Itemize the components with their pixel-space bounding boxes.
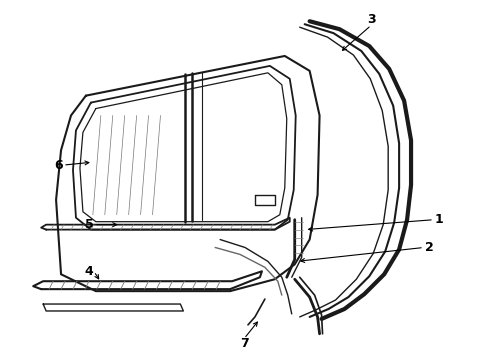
Text: 5: 5 bbox=[84, 218, 93, 231]
Text: 7: 7 bbox=[240, 337, 248, 350]
Text: 2: 2 bbox=[424, 241, 433, 254]
Text: 4: 4 bbox=[84, 265, 93, 278]
Text: 6: 6 bbox=[54, 159, 62, 172]
Text: 1: 1 bbox=[435, 213, 443, 226]
Text: 3: 3 bbox=[367, 13, 376, 26]
